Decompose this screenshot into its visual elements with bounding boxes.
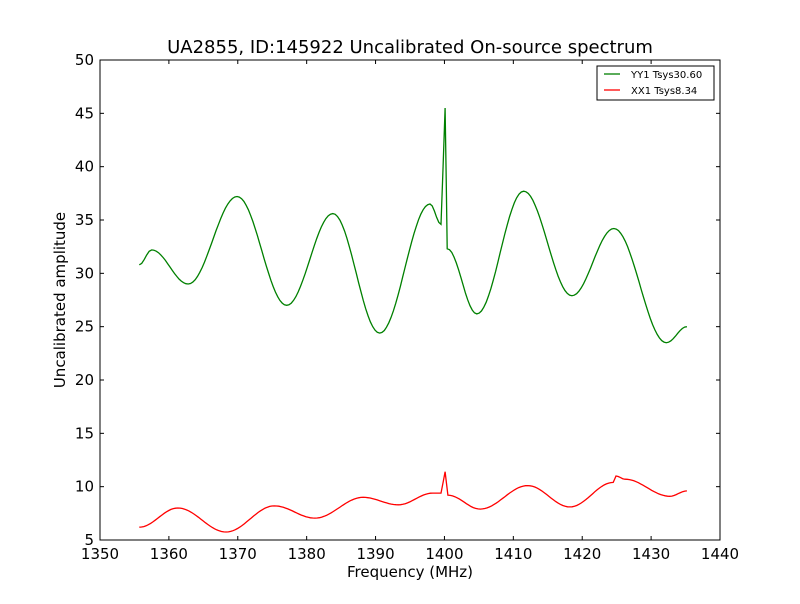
x-tick-label: 1410 xyxy=(494,545,532,563)
axes-frame xyxy=(99,59,721,541)
y-tick-label: 50 xyxy=(75,51,94,69)
x-tick-label: 1400 xyxy=(425,545,463,563)
x-tick-label: 1380 xyxy=(288,545,326,563)
y-tick-label: 15 xyxy=(75,424,94,442)
x-tick-label: 1350 xyxy=(81,545,119,563)
x-tick-label: 1370 xyxy=(219,545,257,563)
y-axis-label: Uncalibrated amplitude xyxy=(51,212,69,388)
x-tick-label: 1430 xyxy=(632,545,670,563)
x-tick-label: 1360 xyxy=(150,545,188,563)
legend-label-xx1: XX1 Tsys8.34 xyxy=(631,86,697,97)
series-line-xx1 xyxy=(139,471,687,533)
y-tick-label: 35 xyxy=(75,211,94,229)
y-tick-label: 45 xyxy=(75,104,94,122)
plot-area xyxy=(138,107,688,533)
axis-ticks: 1350 1360 1370 1380 1390 1400 1410 1420 1430 1440… xyxy=(75,51,739,563)
series-line-yy1 xyxy=(138,107,688,344)
y-tick-label: 25 xyxy=(75,318,94,336)
y-tick-label: 10 xyxy=(75,478,94,496)
y-tick-label: 5 xyxy=(84,531,94,549)
y-tick-label: 40 xyxy=(75,158,94,176)
legend-box xyxy=(596,65,715,101)
y-tick-label: 30 xyxy=(75,264,94,282)
x-axis-label: Frequency (MHz) xyxy=(347,563,473,581)
chart-title: UA2855, ID:145922 Uncalibrated On-source… xyxy=(167,37,653,58)
legend-label-yy1: YY1 Tsys30.60 xyxy=(630,70,702,81)
x-tick-label: 1440 xyxy=(701,545,739,563)
legend: YY1 Tsys30.60 XX1 Tsys8.34 xyxy=(596,65,715,101)
x-tick-label: 1390 xyxy=(356,545,394,563)
y-tick-label: 20 xyxy=(75,371,94,389)
x-tick-label: 1420 xyxy=(563,545,601,563)
